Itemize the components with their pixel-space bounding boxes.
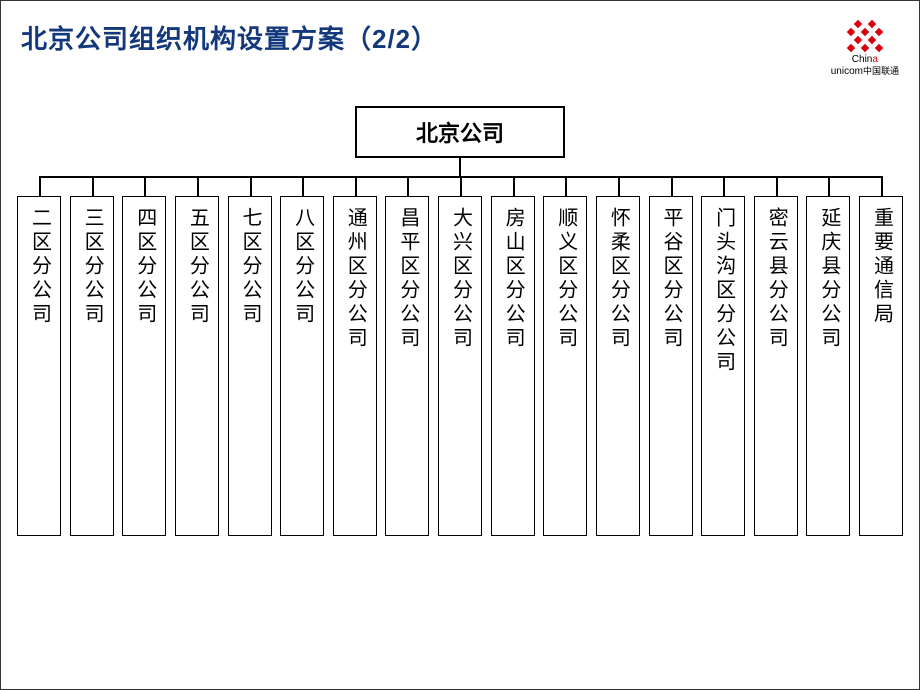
org-child-label: 密云县分公司 [762,207,789,351]
org-child-node: 房山区分公司 [491,196,535,536]
brand-sub-en: unicom [831,66,863,77]
connector-drop [407,176,409,196]
org-root-node: 北京公司 [355,106,565,158]
connector-drop [618,176,620,196]
org-child-label: 五区分公司 [183,207,210,327]
connector-drop [92,176,94,196]
org-child-node: 顺义区分公司 [543,196,587,536]
brand-en-right: a [872,54,878,65]
connector-drop [355,176,357,196]
china-unicom-knot-icon [845,19,885,53]
connector-drop [250,176,252,196]
org-child-node: 七区分公司 [228,196,272,536]
connector-drop [39,176,41,196]
org-child-node: 八区分公司 [280,196,324,536]
connector-root-drop [459,158,461,176]
org-child-node: 三区分公司 [70,196,114,536]
org-child-node: 大兴区分公司 [438,196,482,536]
org-child-label: 四区分公司 [131,207,158,327]
connector-drop [460,176,462,196]
org-child-label: 三区分公司 [78,207,105,327]
slide-header: 北京公司组织机构设置方案（2/2） China [21,19,899,77]
connector-drop [144,176,146,196]
org-child-node: 重要通信局 [859,196,903,536]
org-child-node: 四区分公司 [122,196,166,536]
brand-logo: China unicom中国联通 [831,19,899,77]
brand-name-en: China [852,55,878,65]
org-child-label: 怀柔区分公司 [604,207,631,351]
org-child-label: 七区分公司 [236,207,263,327]
org-child-node: 门头沟区分公司 [701,196,745,536]
brand-en-left: Chin [852,54,873,65]
connector-drop [513,176,515,196]
org-child-label: 八区分公司 [289,207,316,327]
org-chart: 北京公司 二区分公司三区分公司四区分公司五区分公司七区分公司八区分公司通州区分公… [17,106,903,536]
connector-child-drops [17,176,903,196]
org-child-node: 延庆县分公司 [806,196,850,536]
connector-drop [302,176,304,196]
org-child-node: 通州区分公司 [333,196,377,536]
connector-drop [828,176,830,196]
org-child-node: 五区分公司 [175,196,219,536]
org-child-label: 房山区分公司 [499,207,526,351]
connector-drop [671,176,673,196]
org-child-label: 昌平区分公司 [394,207,421,351]
org-child-label: 二区分公司 [26,207,53,327]
connector-drop [881,176,883,196]
org-child-node: 昌平区分公司 [385,196,429,536]
org-child-node: 密云县分公司 [754,196,798,536]
connector-drop [197,176,199,196]
slide-title: 北京公司组织机构设置方案（2/2） [21,19,438,56]
org-child-label: 顺义区分公司 [552,207,579,351]
org-child-node: 怀柔区分公司 [596,196,640,536]
brand-sub-cn: 中国联通 [863,66,899,76]
org-child-label: 门头沟区分公司 [710,207,737,375]
org-child-label: 平谷区分公司 [657,207,684,351]
org-child-label: 重要通信局 [868,207,895,327]
org-children-row: 二区分公司三区分公司四区分公司五区分公司七区分公司八区分公司通州区分公司昌平区分… [17,196,903,536]
org-child-label: 通州区分公司 [341,207,368,351]
org-child-node: 二区分公司 [17,196,61,536]
connector-bus-wrap [17,176,903,196]
connector-drop [776,176,778,196]
org-child-node: 平谷区分公司 [649,196,693,536]
connector-drop [723,176,725,196]
org-child-label: 大兴区分公司 [447,207,474,351]
brand-sub: unicom中国联通 [831,67,899,77]
connector-drop [565,176,567,196]
org-child-label: 延庆县分公司 [815,207,842,351]
